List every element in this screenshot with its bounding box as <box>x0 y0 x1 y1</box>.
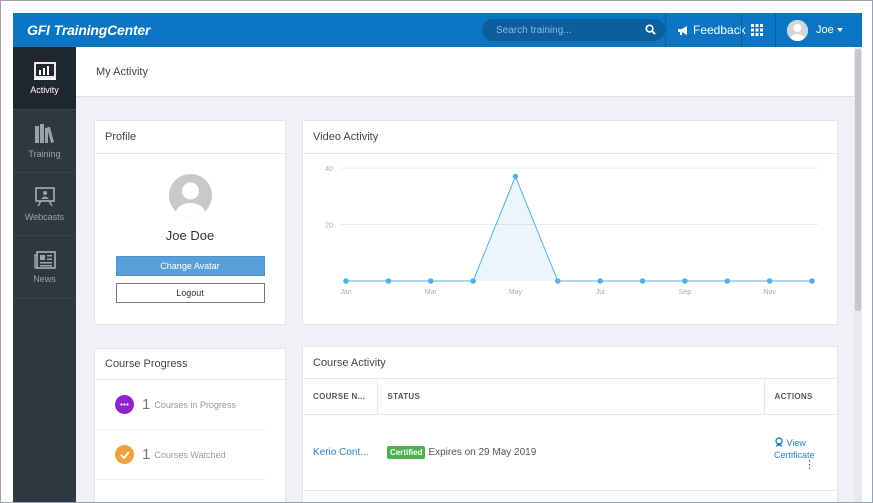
vertical-scrollbar[interactable] <box>854 47 862 502</box>
profile-name: Joe Doe <box>165 228 215 243</box>
user-name: Joe <box>816 24 834 36</box>
feedback-label: Feedback <box>693 23 746 37</box>
data-point <box>470 278 476 284</box>
data-point <box>427 278 434 284</box>
data-point <box>724 278 731 284</box>
progress-count: 1 <box>142 446 151 463</box>
video-activity-chart: 20 40 Jan Mar May Jul Sep Nov <box>325 166 818 296</box>
profile-title: Profile <box>105 131 137 143</box>
progress-watched: 1 Courses Watched <box>95 430 265 480</box>
profile-card: Profile Joe Doe Change Avatar Logout <box>94 120 286 325</box>
data-point <box>597 278 603 284</box>
divider <box>775 13 776 47</box>
progress-count: 1 <box>142 396 151 413</box>
sidebar: Activity Training Webcasts News <box>13 47 76 502</box>
apps-grid-icon[interactable] <box>751 24 763 39</box>
progress-in-progress: 1 Courses in Progress <box>95 380 265 430</box>
check-icon <box>115 445 134 464</box>
course-progress-card: Course Progress 1 Courses in Progress 1 … <box>94 348 286 502</box>
course-link[interactable]: Kerio Cont... <box>313 446 369 458</box>
course-progress-title: Course Progress <box>105 358 188 370</box>
course-activity-table: COURSE N... STATUS ACTIONS Kerio Cont...… <box>303 379 837 491</box>
search-icon[interactable] <box>645 24 656 38</box>
sidebar-item-webcasts[interactable]: Webcasts <box>13 173 76 236</box>
view-certificate-link[interactable]: View Certificate <box>774 436 837 461</box>
sidebar-item-label: Webcasts <box>24 211 65 222</box>
page-title: My Activity <box>96 65 148 78</box>
chevron-down-icon <box>836 28 843 32</box>
card-title: Video Activity <box>303 121 837 154</box>
view-certificate-line2: Certificate <box>774 449 815 460</box>
search-box <box>482 19 665 41</box>
brand-prefix: GFI <box>27 22 50 38</box>
y-tick-label: 20 <box>325 223 333 230</box>
view-certificate-line1: View <box>786 437 806 448</box>
sidebar-item-activity[interactable]: Activity <box>13 47 76 110</box>
x-tick-label: Sep <box>679 289 692 296</box>
divider <box>741 13 742 47</box>
row-menu-icon[interactable]: ⋮ <box>804 458 815 471</box>
x-tick-label: Jul <box>596 289 605 296</box>
video-activity-title: Video Activity <box>313 131 379 143</box>
presentation-icon <box>34 186 55 206</box>
column-header-course[interactable]: COURSE N... <box>303 379 378 415</box>
status-badge: Certified <box>387 445 426 459</box>
logout-button[interactable]: Logout <box>115 283 265 303</box>
brand-logo[interactable]: GFI TrainingCenter <box>27 22 150 38</box>
sidebar-item-label: Activity <box>30 84 59 95</box>
x-tick-label: May <box>509 289 523 296</box>
progress-label: Courses Watched <box>154 449 226 460</box>
books-icon <box>34 123 54 143</box>
avatar <box>168 174 212 217</box>
scrollbar-thumb[interactable] <box>855 49 861 311</box>
status-text: Expires on 29 May 2019 <box>428 446 537 458</box>
avatar <box>787 19 808 41</box>
table-header-row: COURSE N... STATUS ACTIONS <box>303 379 837 415</box>
table-row: Kerio Cont... Certified Expires on 29 May… <box>303 414 837 491</box>
sidebar-item-label: News <box>33 273 56 284</box>
sidebar-item-news[interactable]: News <box>13 236 76 299</box>
page-header: My Activity <box>76 47 854 97</box>
search-input[interactable] <box>496 24 626 36</box>
column-header-actions: ACTIONS <box>763 379 837 415</box>
video-activity-card: Video Activity 20 40 Jan Mar May Jul Sep Nov <box>302 120 838 325</box>
feedback-button[interactable]: Feedback <box>677 13 746 47</box>
megaphone-icon <box>678 25 687 35</box>
certificate-icon <box>775 436 783 447</box>
column-header-status[interactable]: STATUS <box>377 379 764 415</box>
data-point <box>555 278 561 284</box>
card-title: Course Activity <box>303 347 837 379</box>
data-point <box>512 173 519 180</box>
data-point <box>343 278 349 284</box>
data-point <box>809 278 815 284</box>
data-point <box>766 278 773 284</box>
card-title: Profile <box>95 121 285 154</box>
data-point <box>682 278 688 284</box>
data-point <box>385 278 392 284</box>
sidebar-item-training[interactable]: Training <box>13 110 76 173</box>
change-avatar-button[interactable]: Change Avatar <box>115 256 265 276</box>
newspaper-icon <box>33 250 56 269</box>
brand-name: TrainingCenter <box>53 22 151 38</box>
more-dots-icon <box>115 395 134 414</box>
course-activity-title: Course Activity <box>313 356 386 369</box>
x-tick-label: Jan <box>340 289 351 296</box>
y-tick-label: 40 <box>325 166 333 173</box>
x-tick-label: Mar <box>425 289 438 296</box>
series-line <box>346 175 812 282</box>
user-menu[interactable]: Joe <box>787 13 843 47</box>
bar-chart-icon <box>33 61 56 80</box>
x-tick-label: Nov <box>763 289 776 296</box>
series-area <box>346 176 812 281</box>
data-point <box>639 278 646 284</box>
divider <box>665 13 666 47</box>
card-title: Course Progress <box>95 349 285 380</box>
progress-label: Courses in Progress <box>154 399 236 410</box>
course-activity-card: Course Activity COURSE N... STATUS ACTIO… <box>302 346 838 502</box>
sidebar-item-label: Training <box>28 148 61 159</box>
